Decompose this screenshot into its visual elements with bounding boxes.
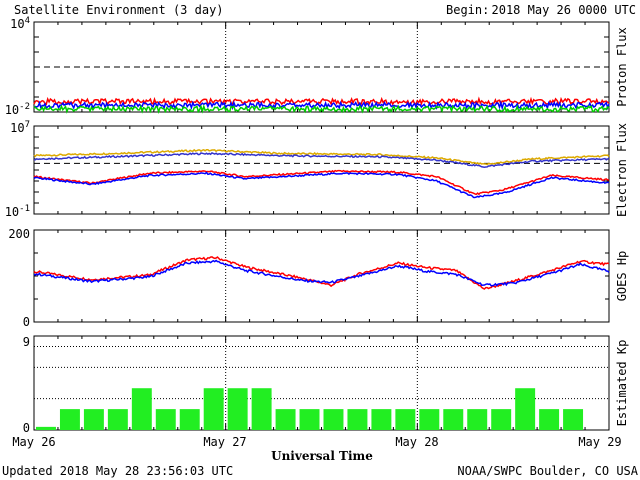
kp-bar: [155, 409, 176, 430]
kp-bar: [539, 409, 560, 430]
y-tick-label: 9: [23, 335, 30, 349]
kp-bar: [107, 409, 128, 430]
footer-updated: Updated 2018 May 28 23:56:03 UTC: [2, 464, 233, 478]
x-axis-label: Universal Time: [271, 449, 373, 463]
kp-bar: [251, 388, 272, 430]
panel-ylabel: GOES Hp: [615, 251, 629, 302]
series-line-3: [33, 103, 610, 114]
x-tick-label-2: May 28: [395, 435, 438, 449]
kp-bar: [83, 409, 104, 430]
kp-bar: [227, 388, 248, 430]
y-tick-label: 0: [23, 315, 30, 329]
kp-bar: [491, 409, 512, 430]
y-tick-label: 107: [10, 120, 30, 135]
begin-label: Begin:: [446, 3, 489, 17]
series-line-1: [33, 256, 610, 290]
panel-2: Electron Flux: [33, 123, 629, 217]
kp-bar: [467, 409, 488, 430]
y-tick-label: 10-2: [5, 102, 30, 117]
kp-bar: [515, 388, 536, 430]
panel-frame: [33, 125, 610, 215]
series-line-1: [33, 96, 610, 106]
panels-layer: Proton Flux 104 10-2 Electron Flux 107 10-1 GO…: [5, 16, 629, 435]
y-tick-label: 104: [10, 16, 30, 31]
y-tick-label: 200: [8, 227, 30, 241]
kp-bar: [323, 409, 344, 430]
panel-ylabel: Proton Flux: [615, 27, 629, 106]
kp-bar: [59, 409, 80, 430]
kp-bar: [395, 409, 416, 430]
panel-3: GOES Hp 200 0: [8, 227, 629, 329]
kp-bar: [36, 426, 56, 430]
series-line-1: [33, 148, 610, 166]
begin-value: 2018 May 26 0000 UTC: [492, 3, 637, 17]
kp-bar: [419, 409, 440, 430]
kp-bar: [275, 409, 296, 430]
kp-bar: [347, 409, 368, 430]
series-line-3: [33, 169, 610, 196]
x-tick-label-1: May 27: [203, 435, 246, 449]
series-line-2: [33, 100, 610, 111]
kp-bar: [443, 409, 464, 430]
kp-bar: [371, 409, 392, 430]
footer-credit: NOAA/SWPC Boulder, CO USA: [457, 464, 638, 478]
x-tick-label-0: May 26: [12, 435, 55, 449]
y-tick-label: 10-1: [5, 204, 30, 219]
series-line-2: [34, 151, 610, 168]
kp-bar: [203, 388, 224, 430]
x-tick-label-3: May 29: [578, 435, 621, 449]
chart-title: Satellite Environment (3 day): [14, 3, 224, 17]
kp-bar: [179, 409, 200, 430]
panel-4: Estimated Kp 9 0: [23, 335, 629, 435]
series-line-4: [33, 171, 610, 199]
y-tick-label: 0: [23, 421, 30, 435]
panel-frame: [33, 21, 610, 113]
panel-1: Proton Flux: [33, 21, 629, 114]
panel-ylabel: Estimated Kp: [615, 340, 629, 427]
kp-bar: [299, 409, 320, 430]
panel-ylabel: Electron Flux: [615, 123, 629, 217]
series-line-2: [33, 259, 610, 287]
kp-bar: [563, 409, 584, 430]
kp-bar: [131, 388, 152, 430]
